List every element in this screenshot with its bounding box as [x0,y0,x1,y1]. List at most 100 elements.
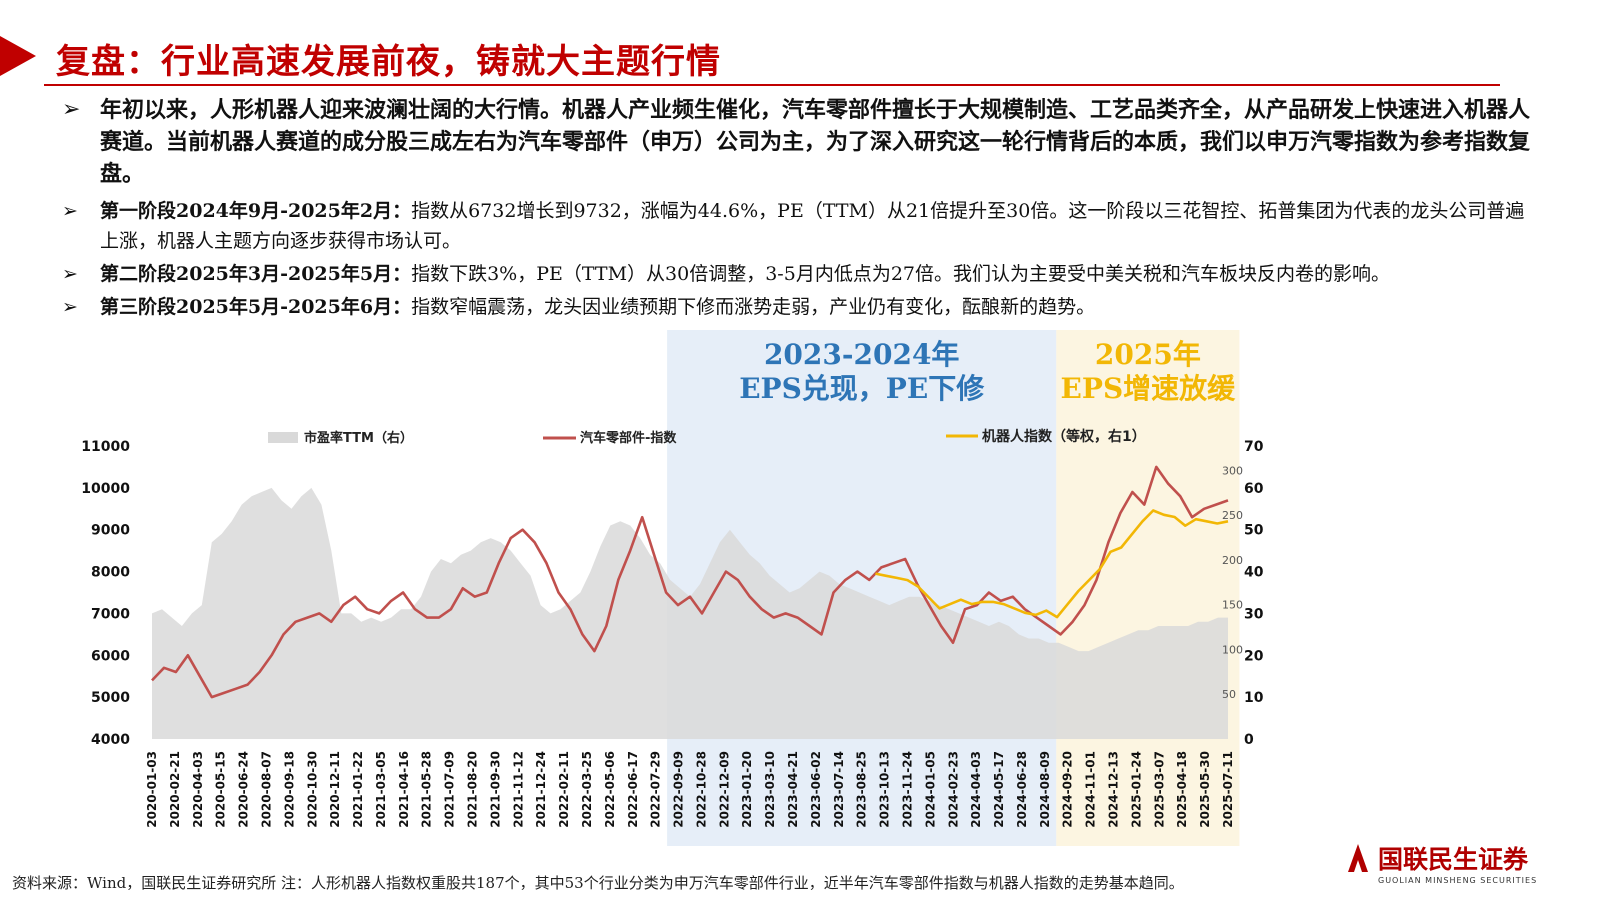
bullet-phase-3: ➢ 第三阶段2025年5月-2025年6月：指数窄幅震荡，龙头因业绩预期下修而涨… [62,292,1532,322]
x-axis-tick: 2020-02-21 [168,751,182,828]
logo-subtitle: GUOLIAN MINSHENG SECURITIES [1378,876,1538,885]
x-axis-tick: 2024-05-17 [992,751,1006,828]
x-axis-tick: 2024-02-23 [946,751,960,828]
logo-name: 国联民生证券 [1378,845,1529,874]
x-axis-tick: 2021-05-28 [420,751,434,828]
auto-parts-index-line [151,465,1229,699]
x-axis-tick: 2022-02-11 [557,751,571,828]
left-axis-tick: 11000 [81,439,130,455]
logo-mark-icon [1348,844,1368,872]
left-axis-tick: 8000 [91,565,130,581]
x-axis-tick: 2023-04-21 [786,751,800,828]
right-axis-tick: 50 [1244,523,1264,539]
x-axis-tick: 2020-01-03 [145,751,159,828]
right-axis-tick: 0 [1244,732,1254,748]
period-band-1-caption: EPS兑现，PE下修 [739,372,985,405]
bullet-arrow-icon: ➢ [62,200,78,222]
x-axis-tick: 2025-03-07 [1152,751,1166,828]
title-divider [44,84,1500,86]
x-axis-tick: 2021-09-30 [488,751,502,828]
title-marker-icon [0,36,36,76]
x-axis-tick: 2025-05-30 [1198,751,1212,828]
x-axis-tick: 2023-11-24 [900,751,914,828]
bullet-intro: ➢ 年初以来，人形机器人迎来波澜壮阔的大行情。机器人产业频生催化，汽车零部件擅长… [62,94,1532,190]
x-axis-tick: 2022-10-28 [694,751,708,828]
x-axis-tick: 2023-03-10 [763,751,777,828]
right1-axis-tick: 150 [1222,599,1243,612]
x-axis-tick: 2023-10-13 [878,751,892,828]
x-axis-tick: 2024-06-28 [1015,751,1029,828]
x-axis-tick: 2022-06-17 [626,751,640,828]
x-axis-tick: 2022-12-09 [717,751,731,828]
legend-pe-swatch [268,432,298,443]
x-axis-tick: 2025-07-11 [1221,751,1235,828]
right-axis-tick: 40 [1244,565,1264,581]
x-axis-tick: 2024-04-03 [969,751,983,828]
right1-axis-tick: 250 [1222,509,1243,522]
left-axis-tick: 9000 [91,523,130,539]
bullet-list: ➢ 年初以来，人形机器人迎来波澜壮阔的大行情。机器人产业频生催化，汽车零部件擅长… [62,94,1532,325]
right-axis-tick: 60 [1244,481,1264,497]
period-band-2-year: 2025年 [1095,338,1201,371]
bullet-intro-text: 年初以来，人形机器人迎来波澜壮阔的大行情。机器人产业频生催化，汽车零部件擅长于大… [100,97,1531,187]
period-band-2-caption: EPS增速放缓 [1061,372,1237,405]
x-axis-tick: 2020-06-24 [237,751,251,828]
period-band-2 [1056,330,1240,846]
right1-axis-tick: 200 [1222,554,1243,567]
x-axis-tick: 2021-08-20 [466,751,480,828]
x-axis-tick: 2024-01-05 [923,751,937,828]
x-axis-tick: 2020-10-30 [305,751,319,828]
period-band-1-year: 2023-2024年 [764,338,959,371]
bullet-phase-3-heading: 第三阶段2025年5月-2025年6月： [100,296,412,318]
right1-axis-tick: 100 [1222,643,1243,656]
source-note: 资料来源：Wind，国联民生证券研究所 注：人形机器人指数权重股共187个，其中… [12,874,1184,892]
robot-index-line [875,509,1229,619]
x-axis-tick: 2024-08-09 [1038,751,1052,828]
bullet-phase-1-text: 指数从6732增长到9732，涨幅为44.6%，PE（TTM）从21倍提升至30… [100,200,1525,252]
x-axis-tick: 2021-04-16 [397,751,411,828]
bullet-arrow-icon: ➢ [62,296,78,318]
legend-robot-label: 机器人指数（等权，右1） [982,428,1146,445]
x-axis-tick: 2020-09-18 [282,751,296,828]
x-axis-tick: 2020-08-07 [259,751,273,828]
left-axis-tick: 10000 [81,481,130,497]
company-logo: 国联民生证券 GUOLIAN MINSHENG SECURITIES [1348,840,1538,885]
bullet-phase-2: ➢ 第二阶段2025年3月-2025年5月：指数下跌3%，PE（TTM）从30倍… [62,259,1532,289]
x-axis-tick: 2023-06-02 [809,751,823,828]
x-axis-tick: 2024-09-20 [1061,751,1075,828]
x-axis-tick: 2021-07-09 [443,751,457,828]
bullet-phase-1-heading: 第一阶段2024年9月-2025年2月： [100,200,412,222]
bullet-phase-2-text: 指数下跌3%，PE（TTM）从30倍调整，3-5月内低点为27倍。我们认为主要受… [411,263,1390,285]
right1-axis-tick: 50 [1222,688,1236,701]
right1-axis-tick: 300 [1222,464,1243,477]
legend-auto-label: 汽车零部件-指数 [580,430,677,446]
x-axis-tick: 2021-03-05 [374,751,388,828]
bullet-phase-2-heading: 第二阶段2025年3月-2025年5月： [100,263,412,285]
bullet-phase-1: ➢ 第一阶段2024年9月-2025年2月：指数从6732增长到9732，涨幅为… [62,196,1532,256]
x-axis-tick: 2020-05-15 [214,751,228,828]
x-axis-tick: 2021-12-24 [534,751,548,828]
bullet-phase-3-text: 指数窄幅震荡，龙头因业绩预期下修而涨势走弱，产业仍有变化，酝酿新的趋势。 [411,296,1096,318]
page-title: 复盘：行业高速发展前夜，铸就大主题行情 [56,42,721,82]
bullet-arrow-icon: ➢ [62,97,81,122]
x-axis-tick: 2025-01-24 [1129,751,1143,828]
right-axis-tick: 20 [1244,648,1264,664]
x-axis-tick: 2023-07-14 [832,751,846,828]
right-axis-tick: 30 [1244,606,1264,622]
x-axis-tick: 2025-04-18 [1175,751,1189,828]
x-axis-tick: 2022-03-25 [580,751,594,828]
x-axis-tick: 2024-12-13 [1107,751,1121,828]
x-axis-tick: 2020-04-03 [191,751,205,828]
right-axis-tick: 10 [1244,690,1264,706]
x-axis-tick: 2022-05-06 [603,751,617,828]
x-axis-tick: 2022-07-29 [649,751,663,828]
x-axis-tick: 2020-12-11 [328,751,342,828]
left-axis-tick: 5000 [91,690,130,706]
bullet-arrow-icon: ➢ [62,263,78,285]
x-axis-tick: 2021-01-22 [351,751,365,828]
left-axis-tick: 4000 [91,732,130,748]
pe-ttm-area [152,487,1228,739]
x-axis-tick: 2023-01-20 [740,751,754,828]
x-axis-tick: 2021-11-12 [511,751,525,828]
